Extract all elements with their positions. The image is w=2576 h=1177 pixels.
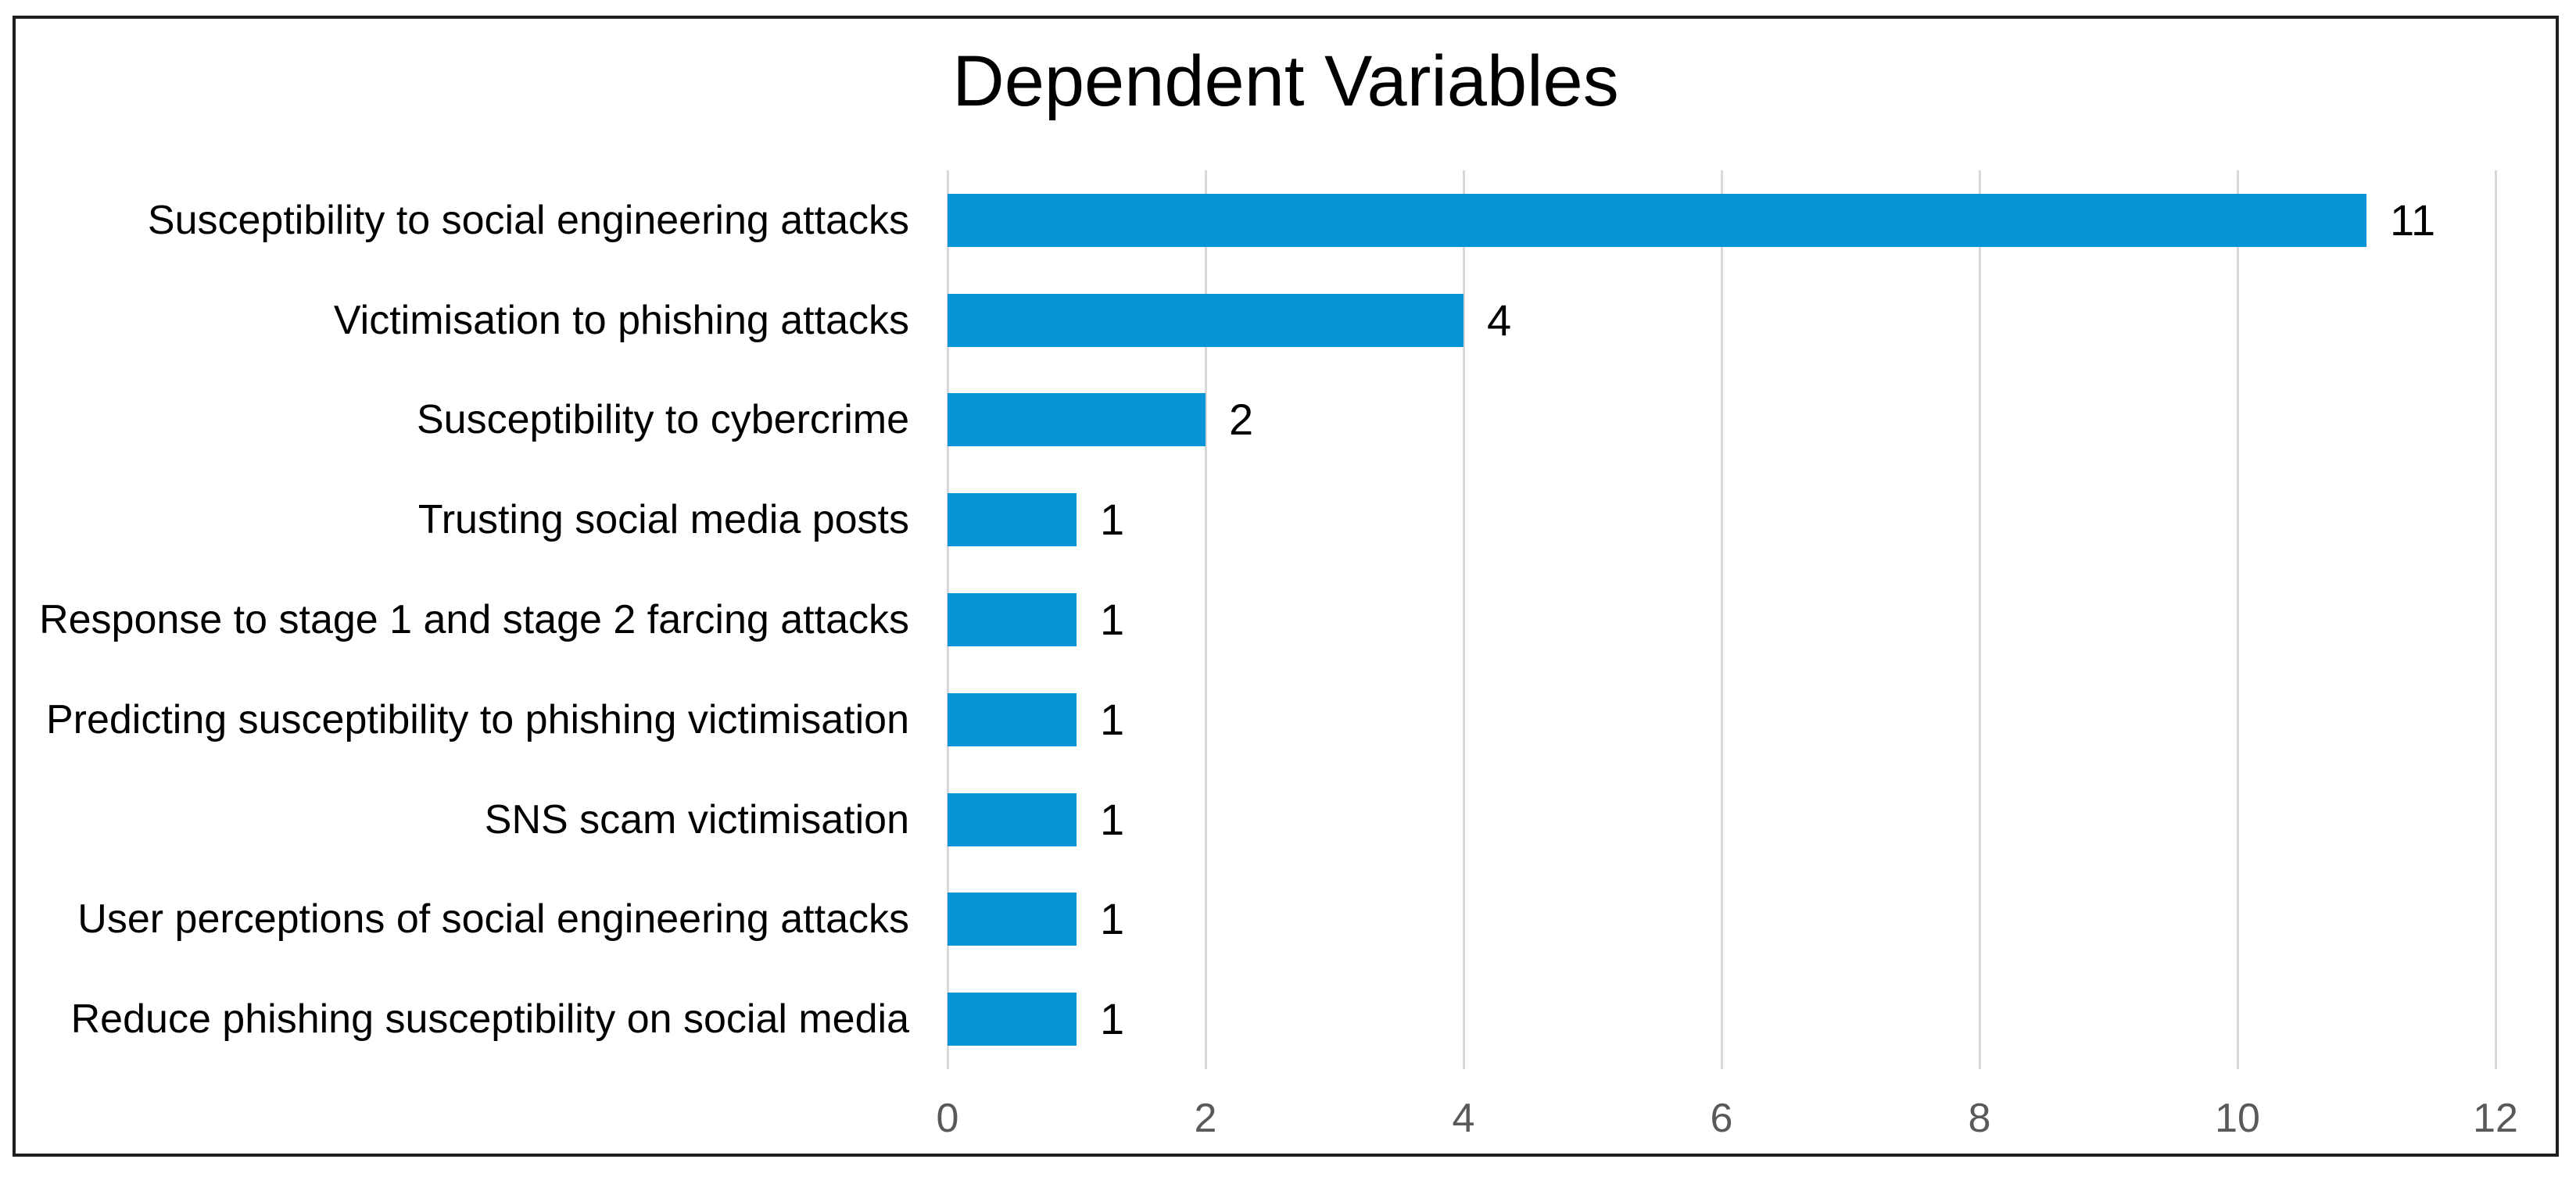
bar-5 [948, 593, 1077, 646]
x-axis-tick-12: 12 [2473, 1096, 2518, 1141]
bar-3 [948, 393, 1206, 447]
data-label: 1 [1100, 794, 1125, 844]
gridline-x-2 [1204, 170, 1207, 1069]
gridline-x-6 [1720, 170, 1723, 1069]
bar-4 [948, 493, 1077, 547]
bar-6 [948, 692, 1077, 746]
bar-7 [948, 792, 1077, 846]
data-label: 2 [1229, 395, 1254, 445]
category-label: Susceptibility to social engineering att… [147, 197, 909, 243]
plot-area: 0 2 4 6 8 10 12 Susceptibility to social engine… [39, 170, 2518, 1139]
x-axis-tick-4: 4 [1452, 1096, 1475, 1141]
category-label: Response to stage 1 and stage 2 farcing … [39, 597, 909, 642]
x-axis-tick-0: 0 [936, 1096, 959, 1141]
chart-title: Dependent Variables [952, 41, 1619, 121]
data-label: 11 [2390, 195, 2436, 245]
data-label: 1 [1100, 595, 1125, 644]
category-label: SNS scam victimisation [484, 796, 909, 843]
x-axis-tick-8: 8 [1968, 1096, 1991, 1141]
x-axis-tick-6: 6 [1710, 1096, 1733, 1141]
data-label: 1 [1100, 894, 1125, 944]
bar-8 [948, 893, 1077, 946]
gridline-x-8 [1978, 170, 1981, 1069]
category-label: Reduce phishing susceptibility on social… [70, 996, 909, 1043]
x-axis-tick-2: 2 [1194, 1096, 1217, 1141]
data-label: 4 [1487, 295, 1512, 345]
data-label: 1 [1100, 694, 1125, 744]
category-label: Victimisation to phishing attacks [333, 297, 909, 343]
gridline-x-12 [2494, 170, 2497, 1069]
gridline-x-10 [2236, 170, 2239, 1069]
bar-1 [948, 193, 2366, 247]
chart-frame: Dependent Variables 0 2 4 6 8 10 12 Susceptibil… [13, 16, 2559, 1157]
gridline-x-4 [1462, 170, 1465, 1069]
data-label: 1 [1100, 994, 1125, 1044]
category-label: Trusting social media posts [417, 497, 909, 543]
category-label: Predicting susceptibility to phishing vi… [45, 696, 909, 742]
bar-2 [948, 293, 1464, 347]
bar-9 [948, 993, 1077, 1046]
x-axis-tick-10: 10 [2215, 1096, 2260, 1141]
category-label: User perceptions of social engineering a… [77, 896, 909, 943]
category-label: Susceptibility to cybercrime [417, 397, 909, 443]
data-label: 1 [1100, 495, 1125, 545]
